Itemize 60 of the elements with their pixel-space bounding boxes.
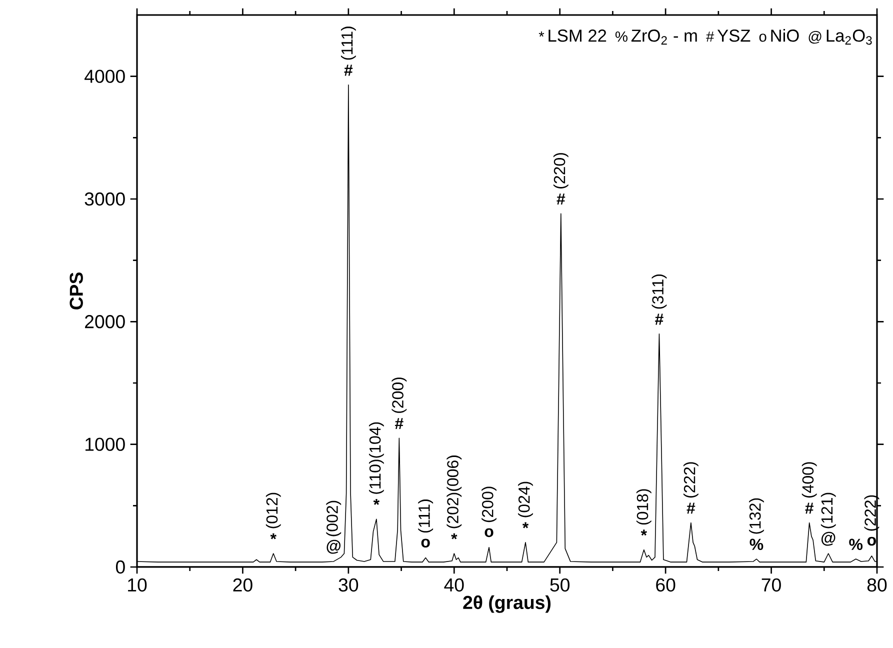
annotation: # bbox=[556, 194, 566, 204]
annotation: (311) bbox=[652, 274, 667, 309]
annotation: (111) bbox=[340, 26, 356, 60]
annotation: (110)(104) bbox=[369, 422, 384, 494]
annotation: (202)(006) bbox=[446, 456, 462, 528]
annotation: (002) bbox=[326, 500, 342, 536]
annotation: (012) bbox=[266, 492, 281, 528]
annotation: * bbox=[522, 522, 529, 528]
annotation: (018) bbox=[636, 489, 652, 525]
annotation: (222) bbox=[864, 495, 880, 531]
x-tick-label: 50 bbox=[550, 578, 570, 592]
x-tick-label: 10 bbox=[128, 578, 147, 592]
y-tick-label: 0 bbox=[116, 560, 125, 574]
annotation: o bbox=[421, 538, 430, 548]
annotation: * bbox=[640, 530, 647, 536]
x-tick-label: 80 bbox=[867, 578, 887, 592]
annotation: * bbox=[270, 533, 276, 540]
annotation: @ bbox=[821, 532, 836, 546]
annotation: (200) bbox=[392, 378, 407, 413]
x-axis-title: 2θ (graus) bbox=[463, 595, 551, 613]
annotation: # bbox=[655, 314, 664, 325]
annotation: (024) bbox=[518, 482, 533, 518]
x-tick-label: 40 bbox=[444, 578, 464, 592]
annotation: * bbox=[451, 533, 458, 540]
annotation: # bbox=[686, 502, 696, 514]
y-tick-label: 2000 bbox=[85, 315, 125, 328]
annotation: (400) bbox=[802, 462, 817, 498]
annotation: @ bbox=[326, 540, 340, 554]
annotation: o bbox=[484, 528, 494, 538]
annotation: (200) bbox=[482, 486, 496, 522]
annotation: ZrO$_{2}$ - m bbox=[631, 30, 697, 45]
annotation: o bbox=[759, 34, 766, 42]
y-tick-label: 4000 bbox=[84, 70, 125, 83]
annotation: o bbox=[867, 536, 876, 546]
annotation: % bbox=[615, 31, 628, 42]
annotation: NiO bbox=[771, 29, 799, 42]
x-tick-label: 30 bbox=[338, 578, 358, 592]
x-tick-label: 60 bbox=[656, 578, 676, 592]
y-axis-title: CPS bbox=[70, 272, 83, 310]
annotation: % bbox=[750, 538, 764, 550]
x-tick-label: 70 bbox=[762, 578, 781, 592]
annotation: (220) bbox=[553, 153, 568, 188]
annotation: LSM 22 bbox=[548, 30, 606, 42]
annotation: (121) bbox=[820, 492, 836, 528]
annotation: # bbox=[706, 32, 714, 42]
annotation: % bbox=[849, 538, 863, 550]
annotation: * bbox=[538, 32, 544, 37]
annotation: * bbox=[373, 498, 380, 505]
annotation: (111) bbox=[418, 500, 434, 533]
annotation: YSZ bbox=[717, 30, 750, 42]
annotation: @ bbox=[808, 30, 822, 44]
y-tick-label: 1000 bbox=[86, 438, 125, 451]
annotation: La$_{2}$O$_{3}$ bbox=[826, 30, 872, 45]
annotation: (222) bbox=[683, 462, 698, 498]
y-tick-label: 3000 bbox=[84, 192, 125, 206]
x-tick-label: 20 bbox=[233, 578, 252, 592]
annotation: # bbox=[344, 64, 353, 76]
annotation: # bbox=[394, 418, 404, 429]
annotation: # bbox=[805, 502, 814, 514]
annotation: (132) bbox=[749, 498, 764, 534]
